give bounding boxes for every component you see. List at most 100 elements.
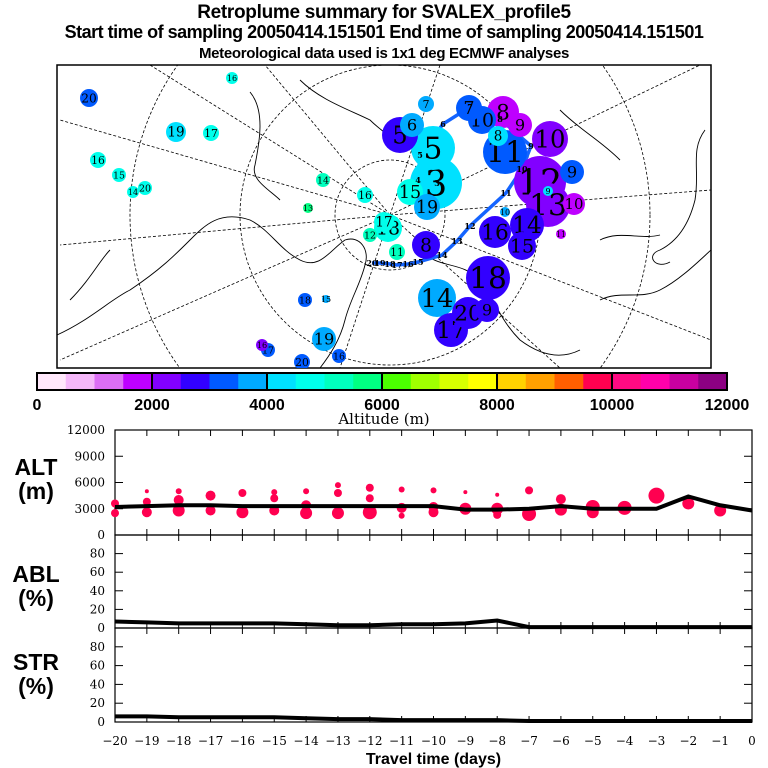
- colorbar-tick-label: 0: [33, 397, 42, 414]
- cluster-day-label: 12: [364, 230, 376, 241]
- y-tick-label: 0: [97, 621, 105, 635]
- altitude-point: [648, 487, 665, 504]
- x-tick-label: −17: [198, 734, 223, 748]
- cluster-day-label: 16: [481, 221, 508, 246]
- coastline: [559, 109, 621, 161]
- colorbar-swatch: [640, 373, 670, 390]
- cluster-marker: [556, 229, 566, 239]
- cluster-day-label: 20: [139, 183, 151, 194]
- cluster-marker: [479, 216, 511, 248]
- panel-frame: [114, 627, 753, 723]
- x-tick-label: −3: [648, 734, 666, 748]
- coastline: [599, 234, 661, 241]
- cluster-day-label: 20: [295, 356, 309, 369]
- meteo-data-subtitle: Meteorological data used is 1x1 deg ECMW…: [198, 45, 570, 62]
- x-tick-label: −6: [552, 734, 570, 748]
- x-tick-label: −12: [357, 734, 382, 748]
- colorbar-swatch: [123, 373, 153, 390]
- altitude-point: [430, 487, 437, 494]
- cluster-marker: [112, 168, 126, 182]
- colorbar-label: Altitude (m): [337, 410, 429, 428]
- colorbar: [36, 372, 728, 391]
- y-tick-label: 12000: [67, 423, 105, 437]
- cluster-marker: [80, 89, 98, 107]
- altitude-point: [398, 512, 405, 519]
- cluster-day-label: 17: [204, 127, 218, 140]
- altitude-point: [270, 494, 279, 503]
- colorbar-swatch: [65, 373, 95, 390]
- x-tick-label: −11: [389, 734, 414, 748]
- colorbar-swatch: [152, 373, 182, 390]
- cluster-day-label: 10: [565, 195, 584, 213]
- cluster-marker: [560, 160, 584, 184]
- colorbar-swatch: [583, 373, 613, 390]
- cluster-day-label: 6: [407, 116, 417, 135]
- altitude-point: [463, 490, 468, 495]
- colorbar-swatch: [267, 373, 297, 390]
- x-tick-label: −4: [616, 734, 634, 748]
- altitude-point: [236, 506, 249, 519]
- cluster-day-label: 3: [425, 163, 447, 204]
- main-title: Retroplume summary for SVALEX_profile5: [197, 2, 571, 23]
- cluster-day-label: 15: [399, 183, 421, 203]
- cluster-marker: [256, 339, 268, 351]
- coastline: [69, 249, 111, 301]
- abl-label-line2: (%): [18, 585, 54, 611]
- cluster-day-label: 16: [257, 340, 267, 350]
- sampling-time-subtitle: Start time of sampling 20050414.151501 E…: [64, 22, 704, 42]
- colorbar-swatch: [295, 373, 325, 390]
- x-tick-label: −14: [293, 734, 319, 748]
- meridian: [389, 214, 711, 341]
- altitude-point: [144, 489, 149, 494]
- altitude-point: [365, 494, 374, 503]
- cluster-day-label: 16: [91, 154, 105, 167]
- cluster-marker: [322, 295, 330, 303]
- altitude-point: [172, 504, 185, 517]
- trajectory-day-label: 4: [415, 175, 421, 185]
- colorbar-swatch: [180, 373, 210, 390]
- cluster-marker: [332, 349, 346, 363]
- colorbar-swatch: [209, 373, 239, 390]
- colorbar-tick-label: 10000: [590, 397, 635, 414]
- colorbar-swatch: [382, 373, 412, 390]
- altitude-point: [111, 509, 119, 518]
- cluster-day-label: 15: [321, 295, 331, 304]
- cluster-marker: [563, 193, 585, 215]
- colorbar-swatch: [324, 373, 354, 390]
- cluster-day-label: 11: [556, 230, 566, 239]
- colorbar-swatch: [698, 373, 728, 390]
- y-tick-label: 9000: [74, 449, 105, 463]
- cluster-day-label: 9: [545, 187, 550, 196]
- cluster-marker: [466, 256, 510, 300]
- panel-frame: [114, 429, 753, 536]
- trajectory-day-label: 17: [391, 260, 402, 270]
- cluster-marker: [30, 123, 44, 137]
- cluster-day-label: 10: [500, 208, 510, 217]
- cluster-marker: [532, 121, 568, 157]
- y-tick-label: 20: [90, 696, 105, 710]
- x-tick-label: −19: [134, 734, 159, 748]
- cluster-marker: [138, 181, 152, 195]
- str-label-line1: STR: [13, 649, 59, 675]
- trajectory-day-label: 10: [516, 164, 528, 174]
- cluster-marker: [412, 231, 440, 259]
- altitude-point: [428, 507, 439, 518]
- trajectory-day-label: 11: [500, 188, 511, 198]
- str-panel-label: STR (%): [8, 650, 64, 698]
- altitude-point: [205, 490, 216, 501]
- cluster-marker: [389, 244, 405, 260]
- x-tick-label: −1: [711, 734, 729, 748]
- colorbar-tick-label: 12000: [705, 397, 750, 414]
- x-tick-label: −18: [166, 734, 191, 748]
- cluster-marker: [316, 173, 330, 187]
- altitude-point: [362, 505, 377, 520]
- trajectory-day-label: 12: [464, 221, 475, 231]
- cluster-day-label: 9: [482, 301, 492, 320]
- x-tick-label: −2: [679, 734, 697, 748]
- trajectory-day-label: 16: [402, 259, 414, 269]
- colorbar-tick-label: 4000: [249, 397, 285, 414]
- alt-label-line1: ALT: [14, 454, 58, 480]
- y-tick-label: 40: [90, 677, 105, 691]
